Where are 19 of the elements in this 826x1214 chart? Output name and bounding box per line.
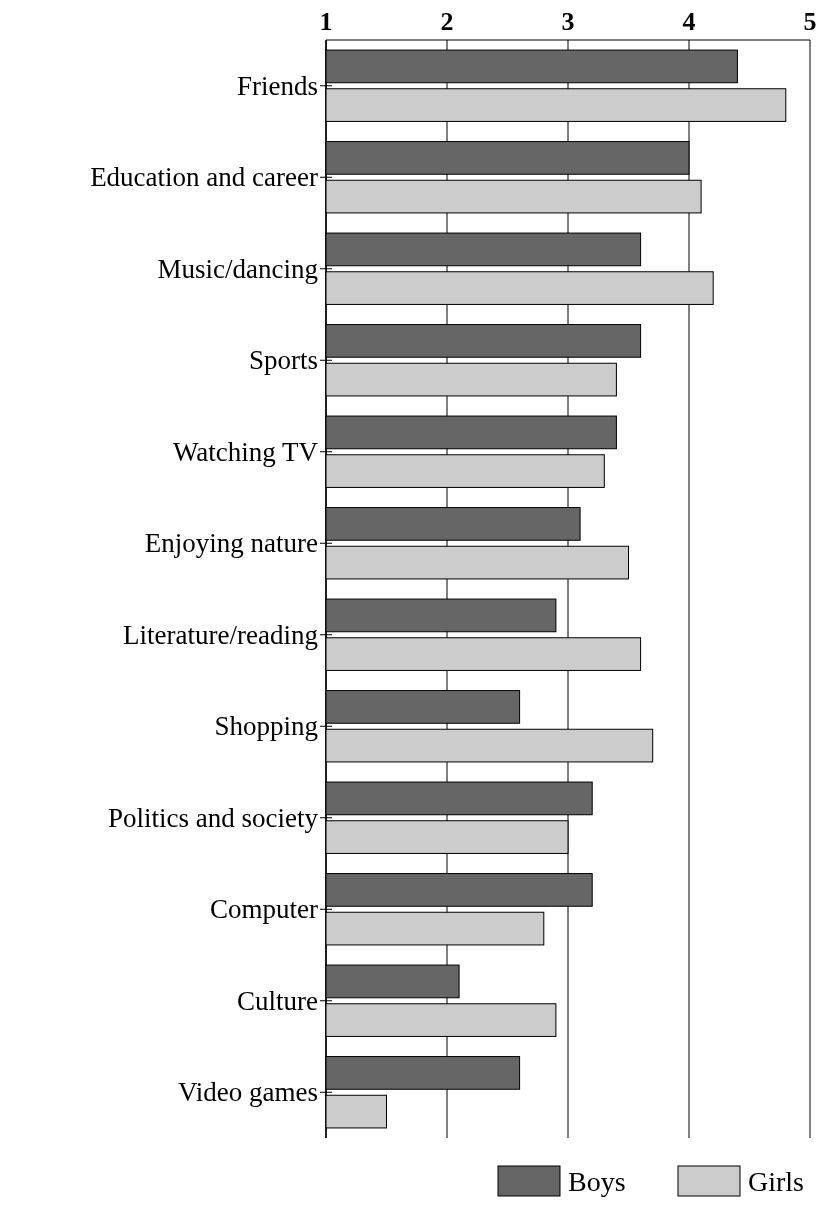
legend-label: Girls (748, 1166, 804, 1197)
y-tick-label: Shopping (214, 711, 318, 742)
y-tick-label: Watching TV (172, 436, 319, 467)
legend-label: Boys (568, 1166, 626, 1197)
y-tick-label: Music/dancing (157, 253, 318, 284)
y-tick-label: Education and career (90, 162, 318, 193)
y-tick-label: Video games (177, 1077, 318, 1108)
y-tick-label: Culture (237, 985, 318, 1016)
y-tick-label: Politics and society (108, 802, 319, 833)
y-tick-label: Friends (237, 70, 318, 101)
y-tick-label: Literature/reading (123, 619, 318, 650)
x-tick-label: 1 (319, 7, 333, 36)
y-tick-label: Computer (210, 894, 318, 925)
y-tick-label: Sports (248, 345, 318, 376)
x-tick-label: 4 (682, 7, 696, 36)
x-tick-label: 2 (440, 7, 454, 36)
x-tick-label: 5 (803, 7, 817, 36)
y-tick-label: Enjoying nature (144, 528, 318, 559)
x-tick-label: 3 (561, 7, 575, 36)
